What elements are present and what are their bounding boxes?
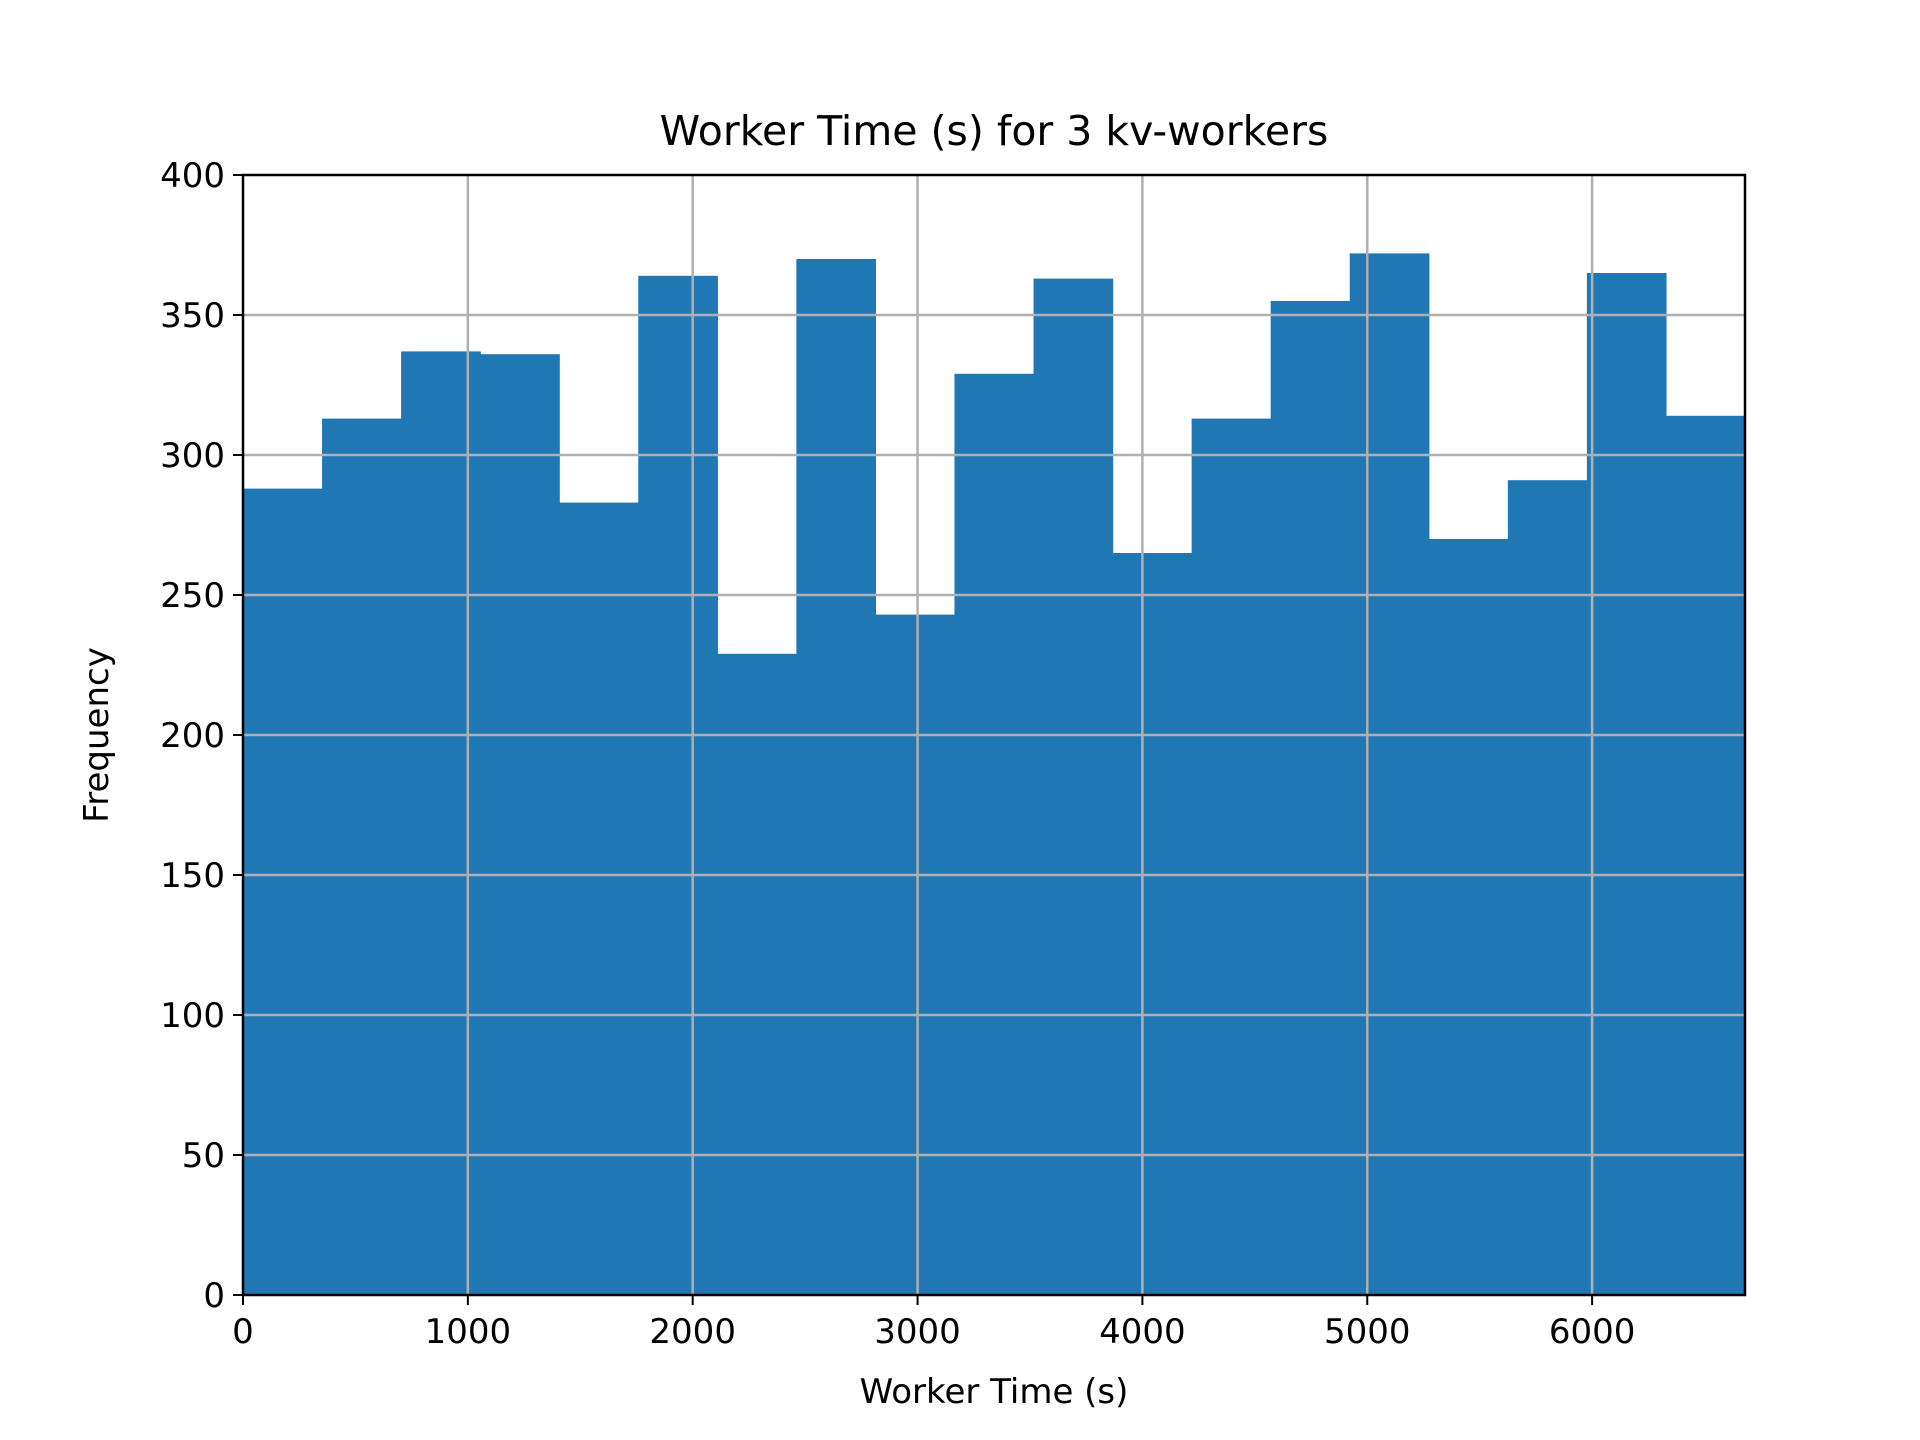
histogram-bar — [480, 354, 560, 1295]
histogram-bar — [559, 502, 639, 1296]
x-axis-title: Worker Time (s) — [860, 1372, 1129, 1412]
histogram-bar — [1665, 415, 1746, 1295]
histogram-bar — [954, 373, 1035, 1295]
x-tick-label: 1000 — [425, 1312, 512, 1352]
x-tick-label: 2000 — [649, 1312, 736, 1352]
x-tick-label: 6000 — [1549, 1312, 1636, 1352]
gridlines — [243, 175, 1745, 1295]
x-tick-label: 5000 — [1324, 1312, 1411, 1352]
y-tick-label: 150 — [160, 856, 225, 896]
histogram-bar — [1270, 301, 1351, 1295]
y-axis-title: Frequency — [77, 647, 117, 823]
histogram-bar — [717, 653, 797, 1295]
y-axis-ticks: 0 50 100 150 200 250 300 350 400 — [160, 156, 243, 1316]
histogram-bar — [243, 488, 323, 1296]
histogram-bar — [638, 275, 718, 1295]
y-tick-label: 50 — [182, 1136, 225, 1176]
histogram-bar — [1033, 278, 1114, 1296]
y-tick-label: 250 — [160, 576, 225, 616]
histogram-bar — [1428, 539, 1509, 1295]
histogram-bar — [1112, 553, 1193, 1295]
histogram-bar — [796, 259, 877, 1295]
y-tick-label: 0 — [203, 1276, 225, 1316]
y-tick-label: 100 — [160, 996, 225, 1036]
histogram-bar — [1586, 273, 1667, 1295]
y-tick-label: 300 — [160, 436, 225, 476]
histogram-bar — [322, 418, 402, 1296]
y-tick-label: 200 — [160, 716, 225, 756]
x-tick-label: 0 — [232, 1312, 254, 1352]
histogram-bar — [1191, 418, 1272, 1296]
chart-title: Worker Time (s) for 3 kv-workers — [660, 107, 1329, 155]
x-axis-ticks: 0 1000 2000 3000 4000 5000 6000 — [232, 1295, 1635, 1352]
y-tick-label: 400 — [160, 156, 225, 196]
histogram-bar — [1349, 253, 1430, 1295]
x-tick-label: 4000 — [1099, 1312, 1186, 1352]
histogram-bar — [1507, 480, 1588, 1295]
histogram-bar — [875, 614, 956, 1295]
y-tick-label: 350 — [160, 296, 225, 336]
x-tick-label: 3000 — [874, 1312, 961, 1352]
